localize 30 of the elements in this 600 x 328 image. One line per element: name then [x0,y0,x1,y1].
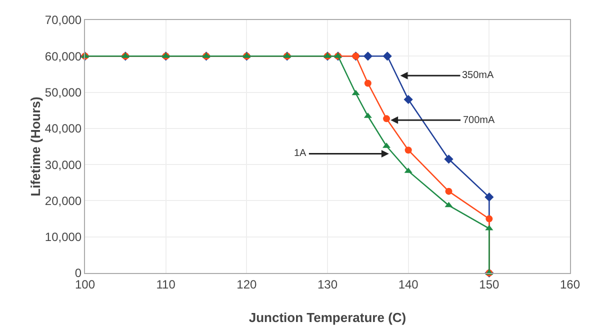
x-tick-label: 160 [560,277,580,292]
point [363,52,372,61]
x-tick-label: 140 [398,277,419,292]
y-tick-label: 40,000 [44,122,82,136]
x-tick-label: 120 [236,277,257,292]
y-tick-label: 60,000 [44,49,82,64]
annotation: 1A [294,148,307,159]
point [484,192,494,202]
y-tick-label: 10,000 [44,230,82,244]
annotation: 350mA [462,70,494,81]
point [444,154,454,164]
point [445,188,452,195]
annotation: 700mA [463,115,496,126]
x-axis-title: Junction Temperature (C) [248,310,406,325]
point [486,215,493,222]
y-tick-label: 70,000 [44,13,82,28]
x-tick-label: 150 [479,277,500,292]
y-tick-label: 20,000 [44,194,82,208]
point [382,52,392,61]
point [364,80,372,87]
point [404,146,412,154]
point [404,94,413,104]
y-axis-title: Lifetime (Hours) [28,96,43,196]
y-tick-label: 50,000 [44,85,82,100]
point [383,115,390,122]
point [352,90,360,96]
point [444,202,453,208]
x-tick-label: 130 [317,277,338,292]
x-tick-label: 110 [156,277,176,292]
y-tick-label: 30,000 [44,158,82,172]
